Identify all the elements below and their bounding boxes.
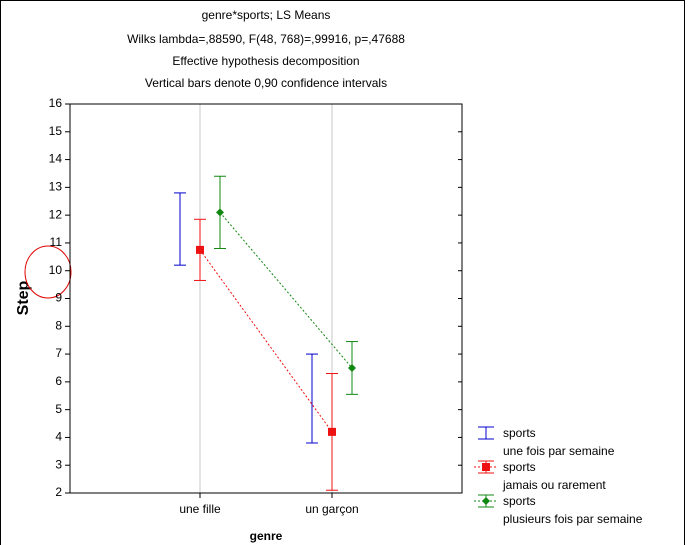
y-tick-label: 12 (49, 207, 63, 221)
y-tick-label: 7 (55, 346, 62, 360)
y-tick-label: 6 (55, 374, 62, 388)
plot-border (69, 103, 463, 494)
y-tick-label: 9 (55, 291, 62, 305)
y-tick-label: 2 (55, 485, 62, 499)
x-axis-label: genre (250, 529, 283, 543)
y-tick-label: 10 (49, 263, 63, 277)
legend-label: une fois par semaine (503, 444, 615, 458)
legend-symbol (482, 463, 490, 471)
legend-label: sports (503, 494, 536, 508)
point (348, 363, 356, 372)
x-tick-label: une fille (179, 502, 221, 516)
y-tick-label: 3 (55, 457, 62, 471)
legend-label: sports (503, 460, 536, 474)
point (196, 245, 204, 254)
y-axis-label: Step (15, 280, 32, 315)
y-tick-label: 14 (49, 152, 63, 166)
y-tick-label: 8 (55, 318, 62, 332)
point (216, 208, 224, 217)
y-tick-label: 11 (50, 235, 63, 249)
point (328, 427, 336, 436)
legend-symbol (482, 497, 490, 505)
chart-title: genre*sports; LS Means (202, 8, 331, 22)
legend-label: sports (503, 426, 536, 440)
legend-label: jamais ou rarement (502, 478, 606, 492)
y-tick-label: 15 (49, 124, 63, 138)
legend-label: plusieurs fois par semaine (503, 512, 643, 526)
x-tick-label: un garçon (305, 502, 358, 516)
subtitle: Wilks lambda=,88590, F(48, 768)=,99916, … (127, 32, 405, 46)
y-tick-label: 16 (49, 96, 63, 110)
y-tick-label: 4 (55, 430, 62, 444)
y-tick-label: 13 (49, 180, 63, 194)
highlight-circle (24, 245, 72, 299)
y-tick-label: 5 (55, 402, 62, 416)
series-line (199, 249, 333, 433)
subtitle: Effective hypothesis decomposition (172, 54, 359, 68)
subtitle: Vertical bars denote 0,90 confidence int… (145, 76, 387, 90)
